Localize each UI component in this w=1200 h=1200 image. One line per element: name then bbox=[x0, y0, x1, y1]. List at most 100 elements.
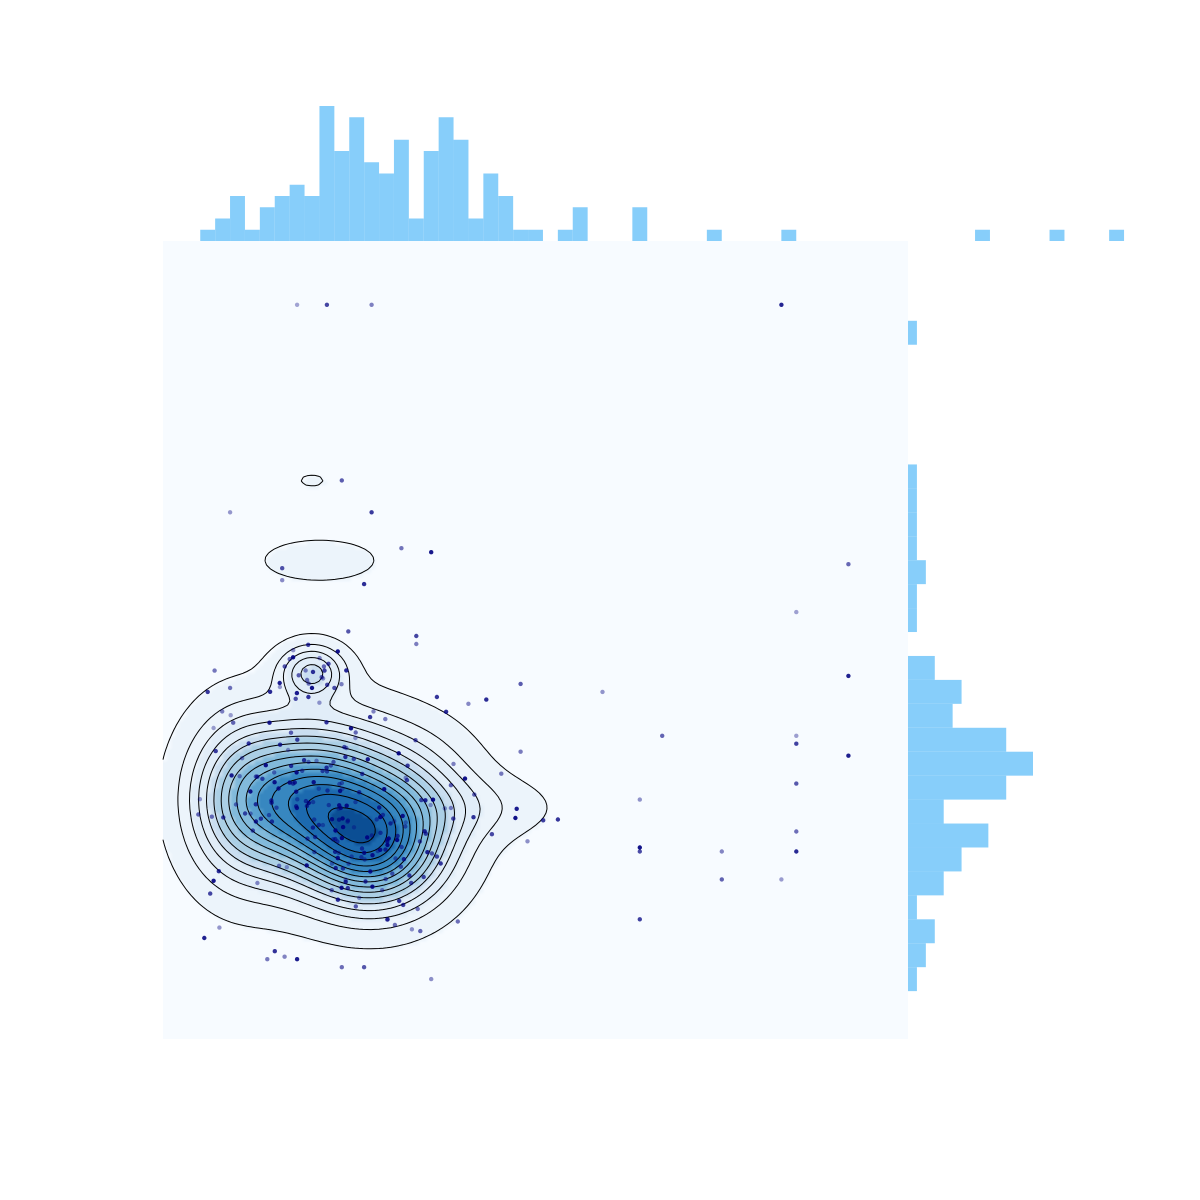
scatter-point bbox=[312, 849, 317, 855]
y-histogram-bar bbox=[908, 320, 917, 345]
scatter-point bbox=[263, 763, 268, 768]
y-histogram-bar bbox=[908, 464, 917, 489]
scatter-point bbox=[331, 759, 336, 765]
y-histogram-bar bbox=[908, 823, 989, 848]
scatter-point bbox=[448, 805, 454, 811]
scatter-point bbox=[205, 689, 210, 695]
scatter-point bbox=[229, 773, 234, 778]
scatter-point bbox=[304, 863, 309, 868]
kde-contour-line bbox=[213, 735, 446, 899]
scatter-point bbox=[339, 885, 344, 890]
scatter-point bbox=[306, 642, 311, 647]
scatter-point bbox=[326, 802, 331, 808]
scatter-point bbox=[292, 780, 297, 785]
x-histogram-bar bbox=[408, 218, 424, 241]
kde-contour-line bbox=[189, 650, 481, 920]
scatter-point bbox=[340, 816, 345, 821]
scatter-point bbox=[340, 866, 346, 871]
scatter-point bbox=[265, 957, 270, 962]
scatter-point bbox=[398, 864, 404, 869]
scatter-point bbox=[384, 917, 390, 922]
scatter-point bbox=[258, 816, 264, 821]
scatter-point bbox=[357, 790, 362, 795]
scatter-point bbox=[276, 863, 282, 868]
scatter-point bbox=[392, 819, 397, 824]
scatter-point bbox=[413, 738, 418, 743]
scatter-point bbox=[320, 822, 326, 828]
y-histogram-bar bbox=[908, 655, 935, 680]
scatter-point bbox=[276, 786, 281, 791]
scatter-point bbox=[385, 917, 390, 922]
x-histogram-bar bbox=[781, 229, 797, 241]
x-histogram-bar bbox=[304, 196, 320, 241]
scatter-point bbox=[448, 783, 454, 788]
kde-contour-line bbox=[198, 657, 466, 912]
scatter-point bbox=[794, 849, 799, 854]
scatter-point bbox=[250, 828, 255, 833]
scatter-point bbox=[309, 685, 315, 691]
scatter-point bbox=[239, 756, 245, 761]
scatter-point bbox=[794, 733, 799, 738]
scatter-point bbox=[365, 757, 370, 762]
scatter-point bbox=[353, 735, 358, 741]
scatter-point bbox=[385, 842, 390, 848]
scatter-point bbox=[392, 922, 398, 928]
scatter-points bbox=[196, 302, 851, 982]
scatter-point bbox=[202, 935, 207, 941]
scatter-point bbox=[403, 820, 408, 825]
scatter-point bbox=[306, 759, 311, 765]
scatter-point bbox=[518, 749, 523, 754]
scatter-point bbox=[304, 677, 310, 683]
y-histogram-bar bbox=[908, 727, 1007, 752]
scatter-point bbox=[380, 888, 385, 893]
scatter-point bbox=[294, 805, 300, 811]
scatter-point bbox=[351, 825, 357, 830]
scatter-point bbox=[339, 478, 344, 483]
scatter-point bbox=[197, 797, 203, 802]
y-histogram-bar bbox=[908, 847, 962, 872]
scatter-point bbox=[317, 700, 322, 705]
scatter-point bbox=[337, 788, 343, 794]
scatter-point bbox=[428, 802, 433, 808]
scatter-point bbox=[285, 747, 291, 753]
scatter-point bbox=[378, 847, 383, 852]
scatter-point bbox=[300, 768, 305, 773]
scatter-point bbox=[217, 925, 222, 930]
scatter-point bbox=[541, 818, 546, 823]
scatter-point bbox=[370, 853, 375, 858]
scatter-point bbox=[351, 756, 356, 762]
scatter-point bbox=[303, 668, 308, 673]
x-histogram-bar bbox=[334, 151, 350, 241]
scatter-point bbox=[196, 812, 201, 817]
scatter-point bbox=[462, 776, 468, 781]
y-histogram-bar bbox=[908, 488, 917, 513]
scatter-point bbox=[409, 880, 414, 886]
scatter-point bbox=[269, 800, 274, 805]
scatter-point bbox=[405, 763, 410, 768]
scatter-point bbox=[310, 799, 316, 805]
scatter-point bbox=[425, 850, 430, 855]
scatter-point bbox=[287, 656, 292, 662]
scatter-point bbox=[294, 770, 299, 775]
x-histogram-bar bbox=[498, 196, 514, 241]
scatter-point bbox=[443, 709, 449, 714]
scatter-point bbox=[369, 833, 374, 838]
scatter-point bbox=[395, 833, 400, 839]
x-histogram-bar bbox=[468, 218, 484, 241]
scatter-point bbox=[409, 927, 415, 932]
scatter-point bbox=[291, 648, 296, 653]
kde-contour-line bbox=[245, 762, 418, 878]
scatter-point bbox=[484, 697, 489, 702]
scatter-point bbox=[455, 919, 460, 924]
scatter-point bbox=[211, 878, 216, 883]
scatter-point bbox=[213, 748, 218, 754]
scatter-point bbox=[313, 834, 318, 840]
scatter-point bbox=[231, 720, 236, 725]
scatter-point bbox=[325, 682, 330, 687]
scatter-point bbox=[344, 668, 349, 673]
scatter-point bbox=[325, 788, 330, 793]
scatter-point bbox=[637, 849, 642, 854]
scatter-point bbox=[333, 828, 338, 833]
scatter-point bbox=[343, 879, 348, 884]
y-histogram-bar bbox=[908, 703, 953, 728]
